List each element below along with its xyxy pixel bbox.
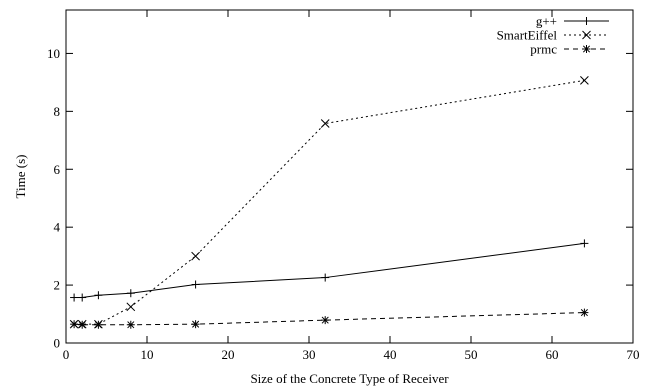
legend-marker [582,45,591,53]
y-tick-label: 2 [54,278,61,293]
axis-ticks [65,10,634,344]
series-line [74,79,585,325]
data-point [191,280,200,289]
data-point [94,320,103,329]
plot-frame [65,9,634,344]
data-point [94,291,103,300]
legend-marker [582,17,591,25]
x-tick-label: 60 [546,347,559,362]
x-tick-label: 30 [303,347,316,362]
x-axis-label: Size of the Concrete Type of Receiver [250,371,449,386]
x-tick-label: 50 [465,347,478,362]
legend-label: g++ [536,14,557,29]
y-tick-label: 6 [54,162,61,177]
data-point [126,302,136,312]
legend-label: SmartEiffel [497,28,558,43]
data-point [78,320,87,329]
data-point [321,273,330,282]
legend-marker [582,30,591,40]
series-line [74,242,585,299]
data-point [580,239,589,248]
series-g++ [70,239,589,302]
x-tick-labels: 0 10 20 30 40 50 60 70 [63,347,640,362]
x-tick-label: 10 [141,347,154,362]
data-point [70,293,79,302]
x-tick-label: 70 [627,347,640,362]
series-line [74,312,585,326]
data-point [580,76,589,85]
data-point [70,320,79,329]
legend-label: prmc [530,42,557,57]
x-tick-label: 0 [63,347,70,362]
data-point [126,320,135,329]
x-tick-label: 40 [384,347,397,362]
y-tick-label: 0 [54,336,61,351]
series-prmc [70,308,589,329]
y-tick-labels: 0 2 4 6 8 10 [47,46,61,351]
data-point [191,251,200,261]
data-point [580,308,589,317]
data-point [320,119,330,128]
y-tick-label: 8 [54,104,61,119]
y-axis-label: Time (s) [13,155,28,199]
y-tick-label: 10 [47,46,60,61]
data-point [126,289,135,298]
series-layer [69,76,589,329]
data-point [321,316,330,325]
data-point [191,320,200,329]
data-point [78,293,87,302]
x-tick-label: 20 [222,347,235,362]
y-tick-label: 4 [54,220,61,235]
